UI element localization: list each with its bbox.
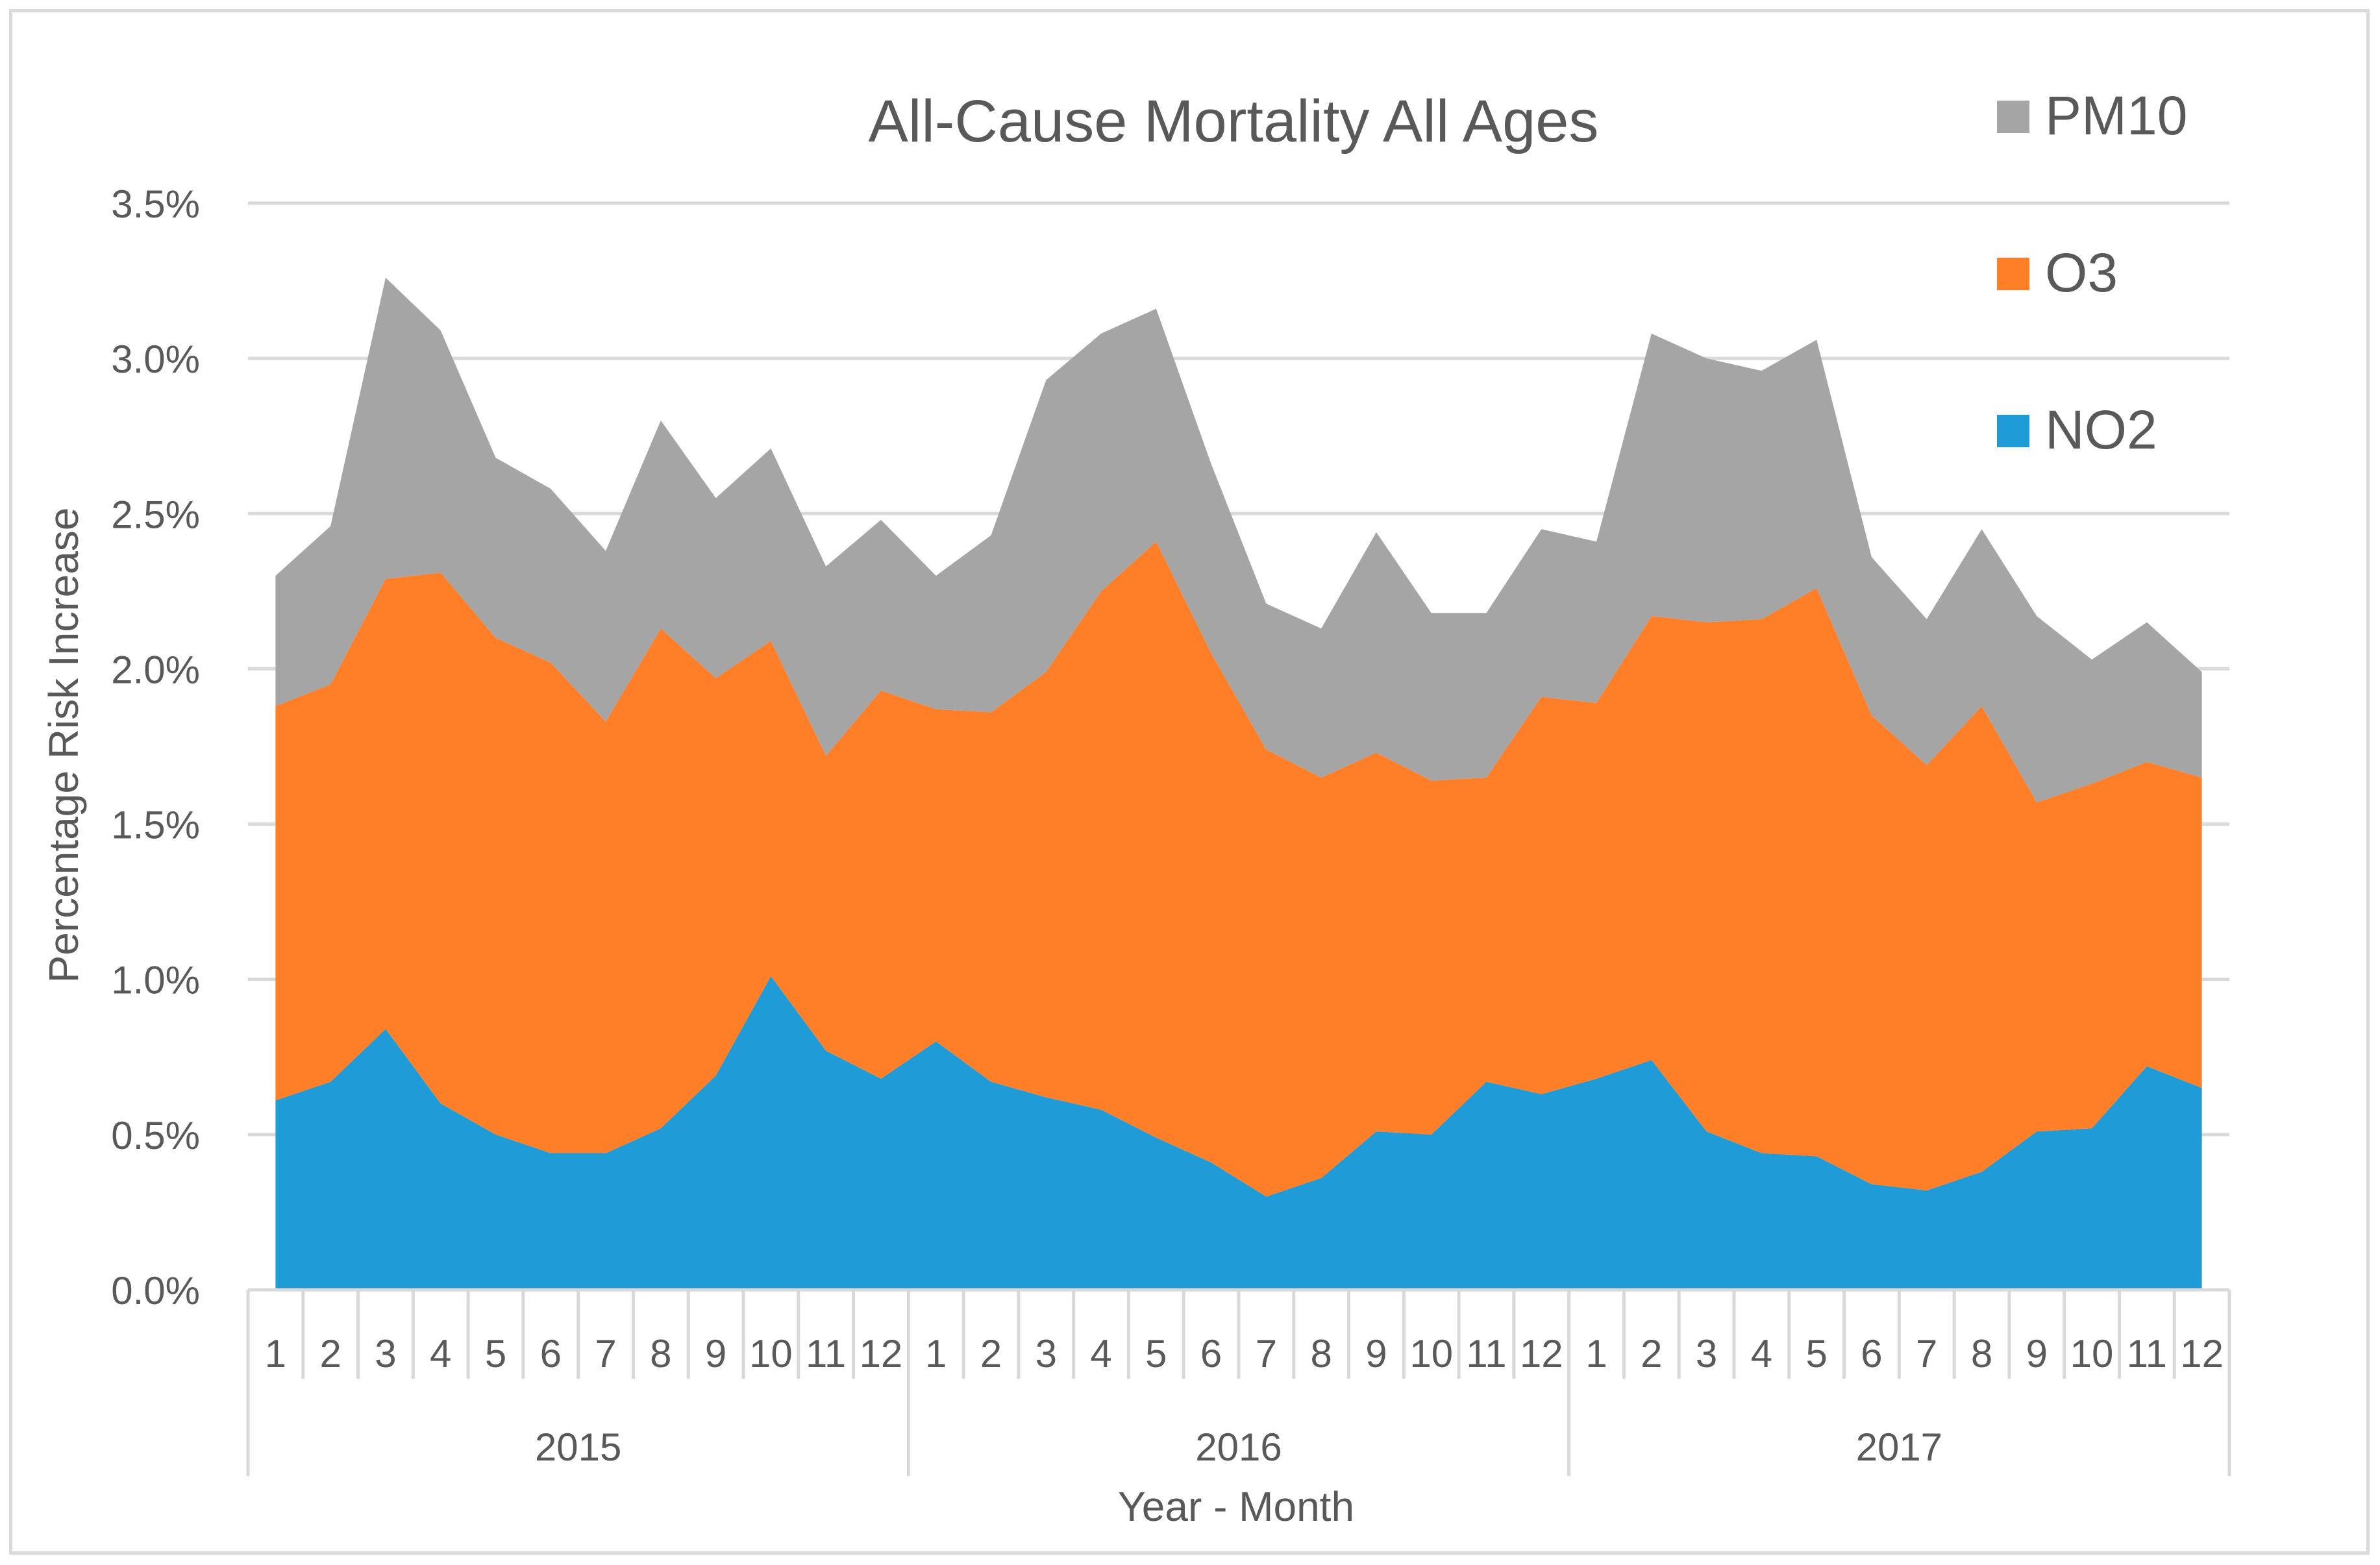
year-label: 2015 [535,1425,621,1469]
area-o3 [275,541,2202,1197]
x-tick-label: 10 [749,1332,793,1375]
x-tick-label: 2 [319,1332,341,1375]
x-axis-label: Year - Month [1118,1483,1354,1530]
x-tick-label: 9 [2026,1332,2048,1375]
year-label: 2017 [1856,1425,1942,1469]
x-tick-label: 3 [1035,1332,1057,1375]
x-tick-label: 6 [540,1332,562,1375]
x-tick-label: 11 [2127,1332,2167,1375]
y-tick-label: 2.0% [111,648,200,691]
y-tick-label: 3.0% [111,338,200,381]
x-tick-label: 1 [925,1332,947,1375]
x-tick-label: 5 [1805,1332,1827,1375]
x-tick-label: 9 [705,1332,726,1375]
y-tick-label: 1.5% [111,804,200,847]
area-pm10 [275,277,2202,803]
year-label: 2016 [1195,1425,1282,1469]
legend: PM10 O3 NO2 [1997,85,2187,460]
y-tick-label: 0.0% [111,1269,200,1312]
y-tick-label: 0.5% [111,1114,200,1157]
x-tick-label: 6 [1200,1332,1222,1375]
legend-label-o3: O3 [2045,242,2118,303]
x-tick-label: 7 [1916,1332,1937,1375]
y-tick-label: 2.5% [111,493,200,536]
x-tick-label: 11 [1466,1332,1506,1375]
x-tick-label: 9 [1365,1332,1387,1375]
legend-swatch-no2 [1997,415,2029,447]
x-tick-label: 3 [375,1332,396,1375]
x-tick-label: 12 [2180,1332,2224,1375]
x-tick-label: 4 [430,1332,451,1375]
x-tick-label: 7 [1256,1332,1277,1375]
y-tick-label: 3.5% [111,182,200,226]
x-tick-label: 8 [650,1332,671,1375]
x-tick-label: 11 [806,1332,846,1375]
x-tick-label: 12 [1520,1332,1563,1375]
x-axis: 1 2 3 4 5 6 7 8 9 10 11 12 1 2 3 4 5 6 7 8 9 10 11 12 1 2 3 4 5 6 7 8 9 1… [246,1288,2231,1476]
x-tick-label: 12 [860,1332,903,1375]
x-tick-label: 10 [1409,1332,1453,1375]
area-no2 [275,976,2202,1290]
chart-title: All-Cause Mortality All Ages [869,88,1599,154]
x-tick-label: 4 [1090,1332,1111,1375]
x-tick-label: 6 [1861,1332,1882,1375]
x-tick-label: 5 [1145,1332,1167,1375]
legend-swatch-o3 [1997,258,2029,290]
x-tick-label: 5 [485,1332,506,1375]
y-axis-label: Percentage Risk Increase [40,508,87,983]
x-tick-label: 1 [1585,1332,1607,1375]
x-tick-label: 2 [980,1332,1002,1375]
x-tick-label: 4 [1751,1332,1772,1375]
x-tick-label: 1 [265,1332,286,1375]
x-tick-label: 7 [595,1332,616,1375]
x-tick-label: 8 [1971,1332,1992,1375]
legend-swatch-pm10 [1997,101,2029,133]
legend-label-pm10: PM10 [2045,85,2187,146]
y-axis-ticks: 0.0% 0.5% 1.0% 1.5% 2.0% 2.5% 3.0% 3.5% [111,182,200,1312]
x-tick-label: 3 [1696,1332,1717,1375]
x-tick-label: 10 [2070,1332,2114,1375]
x-tick-label: 2 [1641,1332,1662,1375]
legend-label-no2: NO2 [2045,399,2157,460]
stacked-areas [275,277,2202,1290]
y-tick-label: 1.0% [111,959,200,1002]
x-tick-label: 8 [1310,1332,1332,1375]
